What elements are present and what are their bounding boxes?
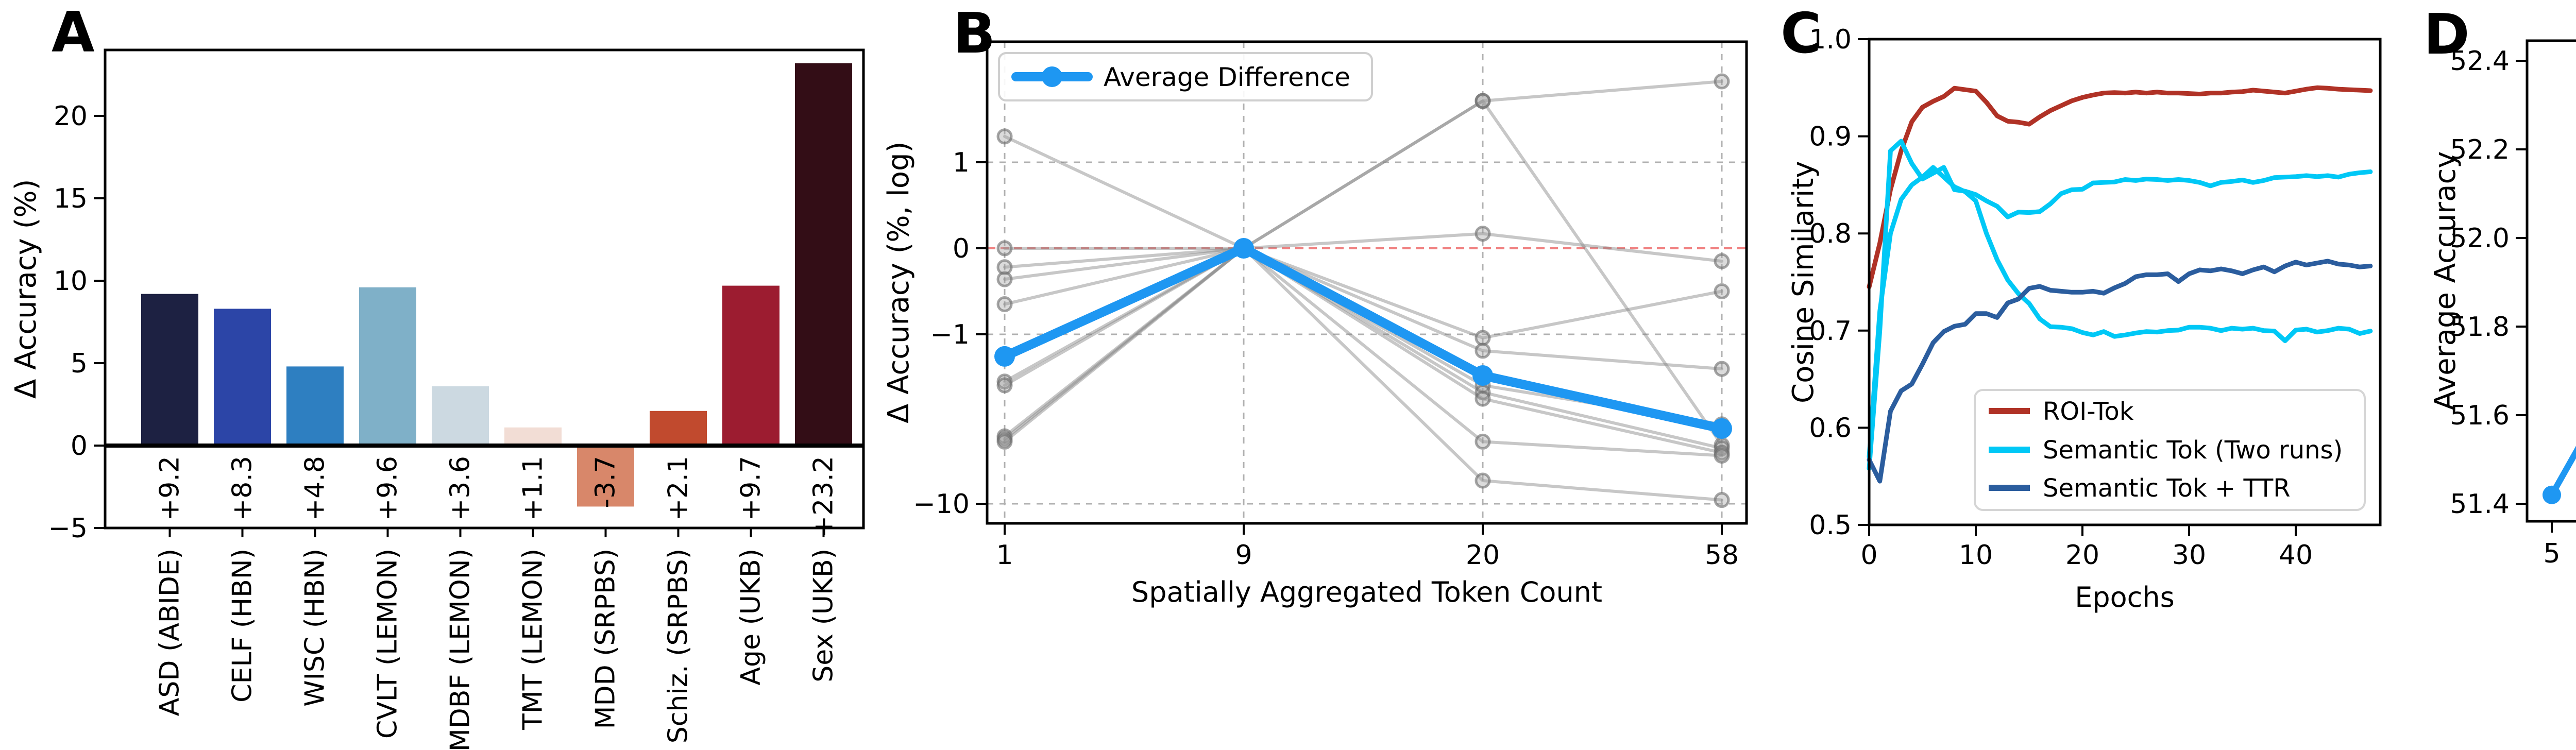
panel-a-letter: A — [52, 1, 95, 65]
d-ytick: 51.6 — [2450, 400, 2510, 431]
bar-value-label: +23.2 — [808, 456, 839, 538]
c-xtick: 10 — [1959, 540, 1993, 571]
category-label: Sex (UKB) — [808, 549, 839, 683]
d-series — [2543, 446, 2576, 504]
c-legend: ROI-Tok Semantic Tok (Two runs) Semantic T… — [1974, 389, 2366, 511]
bar-value-label: +4.8 — [300, 456, 331, 521]
bar-6 — [577, 446, 634, 507]
panel-d: D Average Accuracy Patch Length 51.451.6… — [2421, 0, 2576, 750]
a-ytick: 15 — [54, 183, 88, 214]
panel-a-bars — [141, 63, 852, 507]
panel-b: B Δ Accuracy (%, log) Spatially Aggregat… — [876, 0, 1777, 750]
b-grid — [987, 42, 1747, 523]
c-ytick: 0.5 — [1809, 510, 1852, 541]
panel-c-plot: 0.5 0.6 0.7 0.8 0.9 1.0 0 10 20 30 40 ROI-Tok Semant… — [1809, 24, 2382, 571]
b-xtick: 20 — [1466, 540, 1500, 571]
panel-d-plot: 51.451.651.852.052.252.45102033 — [2450, 39, 2576, 569]
c-xtick: 30 — [2172, 540, 2206, 571]
panel-b-x-axis-label: Spatially Aggregated Token Count — [1131, 576, 1603, 608]
d-ytick: 51.8 — [2450, 312, 2510, 343]
bar-value-label: -3.7 — [590, 456, 621, 508]
bar-value-label: +9.7 — [736, 456, 767, 521]
bar-2 — [286, 366, 344, 446]
bar-0 — [141, 294, 198, 446]
d-xtick: 5 — [2543, 538, 2560, 569]
d-ytick: 52.2 — [2450, 134, 2510, 165]
bar-value-label: +1.1 — [518, 456, 549, 521]
category-label: CELF (HBN) — [227, 549, 258, 703]
c-ytick: 0.8 — [1809, 218, 1852, 249]
category-label: Age (UKB) — [736, 549, 767, 686]
bar-7 — [650, 411, 707, 446]
bar-5 — [504, 427, 562, 446]
c-legend-label: Semantic Tok + TTR — [2043, 474, 2291, 503]
category-label: WISC (HBN) — [300, 549, 331, 707]
c-xtick: 0 — [1860, 540, 1877, 571]
a-ytick: −5 — [48, 513, 88, 544]
bar-1 — [214, 309, 271, 446]
category-label: CVLT (LEMON) — [372, 549, 403, 739]
panel-b-letter: B — [953, 2, 996, 66]
panel-a: A Δ Accuracy (%) −5 0 5 10 15 20 +9.2 ASD (ABID… — [0, 0, 876, 750]
panel-c: C Cosine Similarity Epochs 0.5 0.6 0.7 0.8 0… — [1777, 0, 2421, 750]
b-legend: Average Difference — [998, 52, 1373, 101]
b-xtick: 58 — [1705, 540, 1739, 571]
bar-value-label: +8.3 — [227, 456, 258, 521]
bar-4 — [432, 386, 489, 446]
bar-value-label: +2.1 — [663, 456, 694, 521]
c-legend-label: ROI-Tok — [2043, 397, 2134, 426]
bar-3 — [359, 287, 416, 446]
panel-b-plot: 1 0 −1 −10 1 9 20 58 Average Difference — [913, 40, 1748, 571]
d-ytick: 51.4 — [2450, 489, 2510, 520]
c-ytick: 0.9 — [1809, 122, 1852, 152]
bar-value-label: +9.2 — [155, 456, 185, 521]
category-label: MDBF (LEMON) — [445, 549, 476, 750]
bar-value-label: +3.6 — [445, 456, 476, 521]
a-ytick: 10 — [54, 266, 88, 297]
d-ytick: 52.0 — [2450, 223, 2510, 254]
b-ytick: 0 — [953, 233, 970, 264]
c-ytick: 0.7 — [1809, 316, 1852, 347]
panel-a-plot: −5 0 5 10 15 20 +9.2 ASD (ABIDE) +8.3 CELF (HBN) +… — [48, 48, 865, 750]
category-label: TMT (LEMON) — [518, 549, 549, 730]
b-individual-series — [996, 73, 1730, 508]
c-xtick: 20 — [2065, 540, 2099, 571]
a-ytick: 20 — [54, 101, 88, 132]
b-ytick: −1 — [930, 319, 970, 350]
c-xtick: 40 — [2279, 540, 2313, 571]
category-label: ASD (ABIDE) — [155, 549, 185, 716]
a-ytick: 0 — [71, 431, 88, 462]
panel-c-x-axis-label: Epochs — [2075, 581, 2175, 613]
panel-d-letter: D — [2424, 3, 2470, 67]
bar-9 — [795, 63, 852, 446]
panel-c-letter: C — [1781, 2, 1822, 66]
bar-value-label: +9.6 — [372, 456, 403, 521]
b-ytick: 1 — [953, 147, 970, 178]
bar-8 — [722, 285, 779, 446]
c-ytick: 0.6 — [1809, 413, 1852, 444]
category-label: Schiz. (SRPBS) — [663, 549, 694, 743]
a-ytick: 5 — [71, 348, 88, 379]
b-average-series — [994, 238, 1732, 439]
c-series — [1867, 85, 2373, 484]
c-legend-label: Semantic Tok (Two runs) — [2043, 436, 2343, 465]
b-legend-label: Average Difference — [1104, 62, 1350, 92]
c-ytick: 1.0 — [1809, 24, 1852, 55]
b-xtick: 1 — [996, 540, 1013, 571]
b-ytick: −10 — [913, 489, 970, 520]
category-label: MDD (SRPBS) — [590, 549, 621, 729]
b-xtick: 9 — [1235, 540, 1252, 571]
d-ytick: 52.4 — [2450, 46, 2510, 77]
